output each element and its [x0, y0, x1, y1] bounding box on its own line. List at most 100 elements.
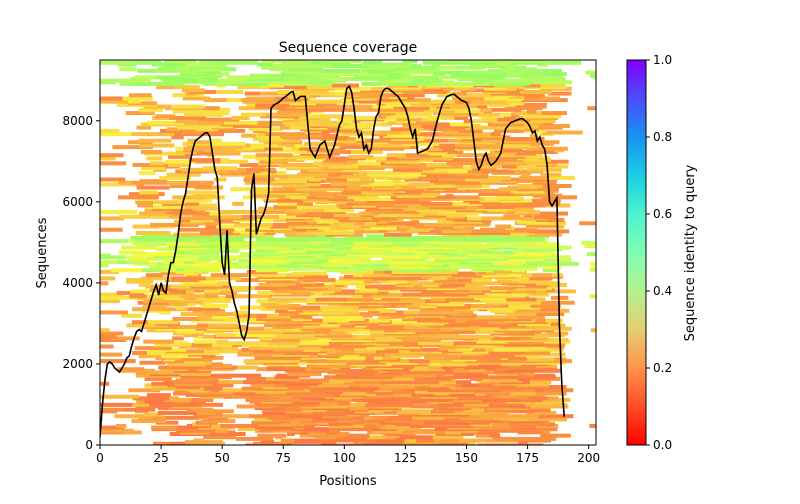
colorbar-tick-label: 1.0: [653, 53, 672, 67]
alignment-segment: [262, 60, 285, 64]
alignment-segment: [514, 227, 538, 232]
alignment-segment: [141, 166, 167, 171]
alignment-segment: [294, 231, 313, 236]
alignment-segment: [261, 214, 280, 219]
alignment-segment: [479, 107, 492, 112]
alignment-segment: [441, 153, 457, 158]
alignment-segment: [457, 438, 486, 443]
alignment-segment: [217, 286, 256, 291]
alignment-segment: [188, 158, 221, 163]
alignment-segment: [288, 175, 327, 180]
alignment-segment: [543, 427, 558, 432]
coverage-heatmap: [100, 60, 596, 445]
alignment-segment: [431, 80, 454, 85]
alignment-segment: [306, 182, 321, 187]
alignment-segment: [100, 96, 123, 101]
alignment-segment: [590, 266, 596, 271]
alignment-segment: [483, 86, 507, 91]
alignment-segment: [313, 338, 341, 343]
alignment-segment: [372, 216, 397, 221]
alignment-segment: [541, 149, 558, 154]
alignment-segment: [396, 78, 411, 83]
alignment-segment: [432, 64, 440, 69]
alignment-segment: [132, 402, 150, 407]
alignment-segment: [475, 237, 496, 242]
alignment-segment: [382, 355, 398, 360]
alignment-segment: [287, 282, 325, 287]
alignment-segment: [540, 300, 575, 305]
alignment-segment: [177, 125, 213, 130]
alignment-segment: [144, 412, 164, 417]
alignment-segment: [386, 299, 425, 304]
alignment-segment: [225, 294, 235, 299]
alignment-segment: [100, 60, 136, 65]
alignment-segment: [140, 276, 172, 281]
alignment-segment: [340, 372, 373, 377]
alignment-segment: [343, 433, 370, 438]
x-axis-label: Positions: [319, 474, 377, 489]
alignment-segment: [257, 132, 265, 137]
alignment-segment: [519, 175, 548, 180]
alignment-segment: [179, 372, 211, 377]
alignment-segment: [208, 206, 218, 211]
alignment-segment: [381, 122, 392, 127]
alignment-segment: [224, 237, 245, 242]
alignment-segment: [324, 60, 362, 64]
alignment-segment: [233, 310, 248, 315]
alignment-segment: [540, 433, 571, 438]
alignment-segment: [432, 109, 456, 114]
alignment-segment: [445, 297, 481, 302]
alignment-segment: [187, 203, 218, 208]
alignment-segment: [524, 83, 541, 88]
alignment-segment: [534, 388, 545, 393]
alignment-segment: [383, 133, 425, 138]
alignment-segment: [471, 303, 509, 308]
alignment-segment: [427, 115, 441, 120]
alignment-segment: [548, 417, 568, 422]
alignment-segment: [155, 420, 179, 425]
alignment-segment: [552, 68, 562, 73]
alignment-segment: [542, 184, 572, 189]
alignment-segment: [547, 175, 575, 180]
alignment-segment: [293, 427, 330, 432]
alignment-segment: [100, 156, 116, 161]
y-tick-label: 4000: [62, 276, 93, 290]
alignment-segment: [265, 167, 276, 172]
alignment-segment: [278, 312, 295, 317]
alignment-segment: [202, 166, 238, 171]
alignment-segment: [235, 436, 274, 441]
alignment-segment: [354, 201, 394, 206]
alignment-segment: [266, 174, 289, 179]
alignment-segment: [166, 415, 200, 420]
alignment-segment: [527, 109, 537, 114]
alignment-segment: [321, 240, 354, 245]
alignment-segment: [472, 60, 501, 64]
alignment-segment: [100, 276, 116, 281]
alignment-segment: [585, 70, 596, 75]
alignment-segment: [395, 373, 437, 378]
alignment-segment: [187, 302, 196, 307]
alignment-segment: [333, 213, 361, 218]
alignment-segment: [363, 60, 383, 65]
alignment-segment: [259, 338, 301, 343]
alignment-segment: [426, 162, 452, 167]
alignment-segment: [544, 388, 574, 393]
alignment-segment: [100, 227, 123, 232]
alignment-segment: [531, 436, 557, 441]
alignment-segment: [255, 102, 287, 107]
alignment-segment: [390, 209, 420, 214]
alignment-segment: [405, 192, 441, 197]
alignment-segment: [526, 417, 549, 422]
alignment-segment: [220, 158, 229, 163]
alignment-segment: [410, 219, 420, 224]
alignment-segment: [443, 355, 461, 360]
alignment-segment: [138, 138, 172, 143]
alignment-segment: [393, 389, 416, 394]
alignment-segment: [505, 99, 525, 104]
alignment-segment: [162, 65, 176, 70]
alignment-segment: [337, 119, 353, 124]
alignment-segment: [526, 232, 563, 237]
alignment-segment: [476, 315, 517, 320]
alignment-segment: [131, 132, 146, 137]
alignment-segment: [484, 96, 525, 101]
